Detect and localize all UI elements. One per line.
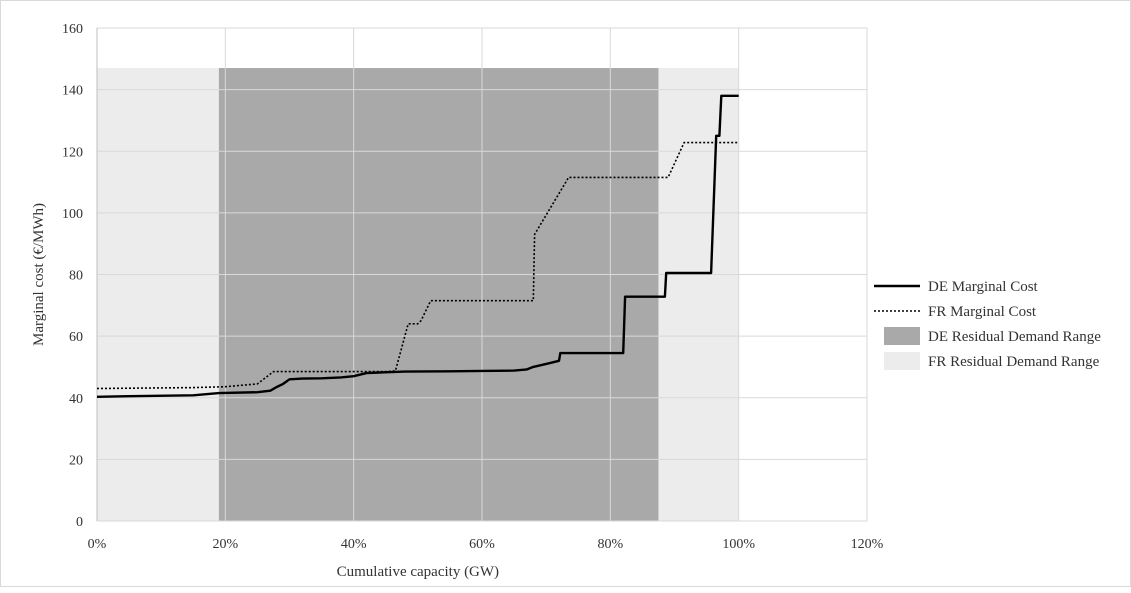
series-line-de-marginal-cost — [96, 94, 739, 398]
x-tick-label: 20% — [212, 537, 238, 552]
x-tick-label: 120% — [851, 537, 884, 552]
series-layer — [96, 94, 739, 398]
x-tick-label: 40% — [341, 537, 367, 552]
legend-swatch-de-residual-demand-range — [884, 327, 920, 345]
y-tick-label: 140 — [62, 84, 83, 99]
y-tick-label: 120 — [62, 145, 83, 160]
series-line-fr-marginal-cost — [96, 141, 739, 390]
y-tick-label: 20 — [69, 453, 83, 468]
y-tick-label: 40 — [69, 392, 83, 407]
x-tick-label: 80% — [597, 537, 623, 552]
y-tick-label: 0 — [76, 515, 83, 530]
y-tick-label: 160 — [62, 22, 83, 37]
legend-swatch-fr-residual-demand-range — [884, 352, 920, 370]
y-tick-label: 80 — [69, 269, 83, 284]
axes: 0 20 40 60 80 100 120 140 160 0% 20% 40% 60% 80% 100% 1… — [31, 22, 884, 580]
legend-label-fr-marginal-cost: FR Marginal Cost — [928, 304, 1037, 320]
range-band-de-residual-demand-range — [218, 68, 659, 522]
y-axis-title: Marginal cost (€/MWh) — [31, 203, 47, 346]
y-tick-label: 60 — [69, 330, 83, 345]
gridlines — [96, 27, 868, 522]
legend-label-de-marginal-cost: DE Marginal Cost — [928, 279, 1039, 295]
x-tick-label: 60% — [469, 537, 495, 552]
y-tick-label: 100 — [62, 207, 83, 222]
x-axis-title: Cumulative capacity (GW) — [337, 564, 499, 580]
x-tick-label: 100% — [722, 537, 755, 552]
x-tick-label: 0% — [88, 537, 107, 552]
legend: DE Marginal Cost FR Marginal Cost DE Resid… — [874, 279, 1101, 370]
legend-label-fr-residual-demand-range: FR Residual Demand Range — [928, 354, 1100, 370]
legend-label-de-residual-demand-range: DE Residual Demand Range — [928, 329, 1101, 345]
range-layer — [97, 68, 739, 522]
